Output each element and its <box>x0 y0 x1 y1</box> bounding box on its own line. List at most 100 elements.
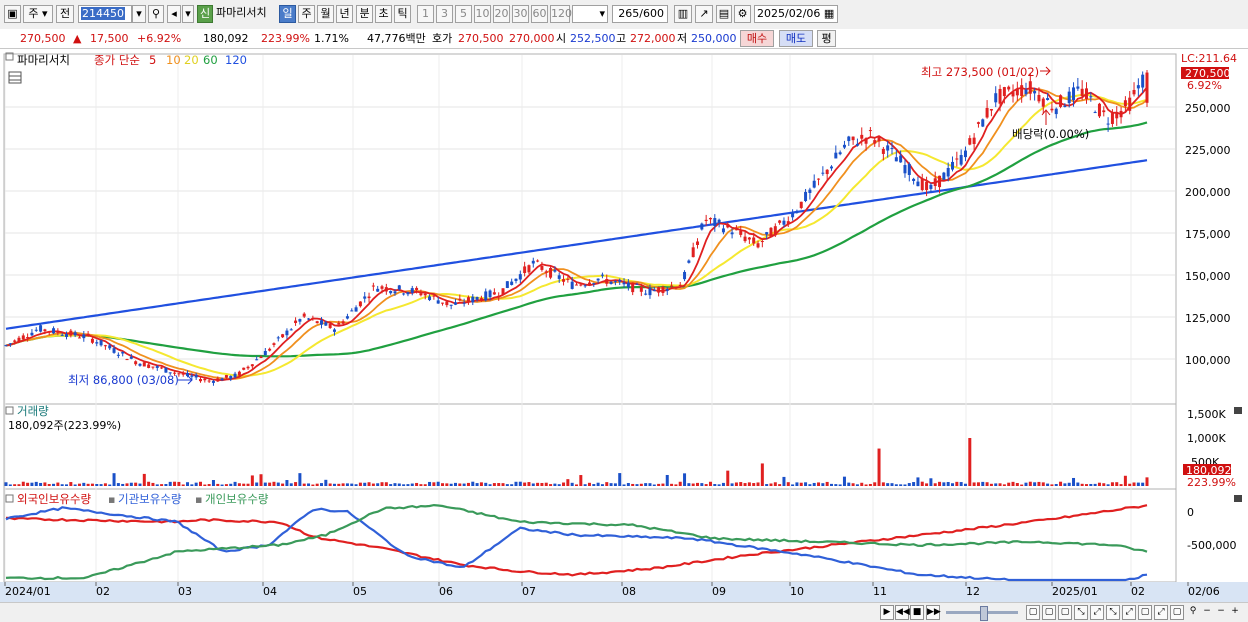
view-icon-2[interactable]: ▢ <box>1042 605 1056 620</box>
view-icon-3[interactable]: ▢ <box>1058 605 1072 620</box>
candle-body <box>704 219 708 222</box>
code-dropdown-icon[interactable]: ▾ <box>132 5 146 23</box>
candle-body <box>648 288 652 296</box>
candle-body <box>311 317 315 319</box>
speaker-icon[interactable]: ◂ <box>167 5 181 23</box>
volume-bar <box>220 484 224 486</box>
interval-3[interactable]: 3 <box>436 5 453 23</box>
view-icon-9[interactable]: ⤢ <box>1154 605 1168 620</box>
interval-10[interactable]: 10 <box>474 5 491 23</box>
date-picker[interactable]: 2025/02/06 ▦ <box>754 5 838 23</box>
open-price: 252,500 <box>570 32 616 45</box>
stop-icon[interactable]: ■ <box>910 605 924 620</box>
market-select[interactable]: 주 ▾ <box>23 5 53 23</box>
candle-body <box>976 122 980 124</box>
stock-code-input[interactable]: 214450 <box>78 5 132 23</box>
save-icon[interactable]: ▤ <box>716 5 732 23</box>
candle-body <box>436 300 440 304</box>
volume-bar <box>985 482 989 486</box>
sell-button[interactable]: 매도 <box>779 30 813 47</box>
interval-1[interactable]: 1 <box>417 5 434 23</box>
chart-table-icon[interactable] <box>8 71 22 84</box>
volume-bar <box>371 483 375 486</box>
volume-bar <box>657 483 661 486</box>
period-year[interactable]: 년 <box>336 5 353 23</box>
view-icon-7[interactable]: ⤢ <box>1122 605 1136 620</box>
volume-bar <box>829 483 833 486</box>
zoom-reset-icon[interactable]: − <box>1217 606 1225 616</box>
volume-bar <box>320 483 324 486</box>
candle-body <box>428 296 432 301</box>
interval-120[interactable]: 120 <box>550 5 572 23</box>
interval-30[interactable]: 30 <box>512 5 529 23</box>
view-icon-4[interactable]: ⤡ <box>1074 605 1088 620</box>
indicator-icon[interactable]: ↗ <box>695 5 713 23</box>
candle-body <box>760 241 764 243</box>
zoom-slider-handle[interactable] <box>980 606 988 621</box>
volume-bar <box>773 482 777 486</box>
period-month[interactable]: 월 <box>317 5 334 23</box>
interval-5[interactable]: 5 <box>455 5 472 23</box>
view-icon-5[interactable]: ⤢ <box>1090 605 1104 620</box>
speaker-dropdown-icon[interactable]: ▾ <box>182 5 194 23</box>
volume-bar <box>86 483 90 486</box>
zoom-in-icon[interactable]: + <box>1231 606 1239 616</box>
scroll-last-icon[interactable]: ▶▶ <box>926 605 941 620</box>
x-axis-label: 07 <box>522 585 536 598</box>
period-tick[interactable]: 틱 <box>394 5 411 23</box>
panel-collapse-icon[interactable] <box>5 52 14 61</box>
candle-body <box>367 296 371 299</box>
zoom-search-icon[interactable]: ⚲ <box>1189 606 1197 616</box>
candle-body <box>376 288 380 292</box>
volume-panel-close-icon[interactable] <box>1234 407 1242 414</box>
holding-panel-close-icon[interactable] <box>1234 495 1242 502</box>
prev-button[interactable]: 전 <box>56 5 74 23</box>
view-icon-1[interactable]: ▢ <box>1026 605 1040 620</box>
window-menu-icon[interactable]: ▣ <box>4 5 21 23</box>
period-minute[interactable]: 분 <box>356 5 373 23</box>
period-second[interactable]: 초 <box>375 5 392 23</box>
buy-button[interactable]: 매수 <box>740 30 774 47</box>
candle-body <box>384 287 388 292</box>
candle-body <box>981 119 985 127</box>
view-icon-10[interactable]: ▢ <box>1170 605 1184 620</box>
eval-button[interactable]: 평 <box>817 30 836 47</box>
volume-bar <box>112 473 116 486</box>
candle-body <box>21 335 25 340</box>
volume-bar <box>21 481 25 486</box>
volume-bar <box>428 481 432 486</box>
zoom-out-icon[interactable]: − <box>1203 606 1211 616</box>
volume-bar <box>462 483 466 486</box>
volume-bar <box>514 481 518 486</box>
interval-20[interactable]: 20 <box>493 5 510 23</box>
period-day[interactable]: 일 <box>279 5 296 23</box>
candle-type-icon[interactable]: ▥ <box>674 5 692 23</box>
scroll-right-icon[interactable]: ▶ <box>880 605 894 620</box>
volume-collapse-icon[interactable] <box>5 406 14 415</box>
candle-body <box>1015 88 1019 96</box>
custom-interval-select[interactable]: ▾ <box>572 5 608 23</box>
candle-body <box>198 379 202 382</box>
scroll-first-icon[interactable]: ◀◀ <box>895 605 910 620</box>
interval-60[interactable]: 60 <box>531 5 548 23</box>
volume-bar <box>99 484 103 486</box>
volume-bar <box>881 482 885 486</box>
candle-body <box>255 359 259 361</box>
volume-bar <box>1033 482 1037 486</box>
calendar-icon[interactable]: ▦ <box>823 7 835 20</box>
gear-icon[interactable]: ⚙ <box>734 5 751 23</box>
view-icon-8[interactable]: ▢ <box>1138 605 1152 620</box>
date-value: 2025/02/06 <box>757 7 821 20</box>
volume-last-pct: 223.99% <box>1187 476 1236 489</box>
low-annotation: 최저 86,800 (03/08) <box>68 373 179 387</box>
x-axis-label: 04 <box>263 585 277 598</box>
period-week[interactable]: 주 <box>298 5 315 23</box>
search-icon[interactable]: ⚲ <box>148 5 164 23</box>
holding-collapse-icon[interactable] <box>5 494 14 503</box>
chart-area[interactable]: 파마리서치 종가 단순 5 10 20 60 120 LC:211.64 270… <box>0 49 1248 602</box>
count-input[interactable]: 265/600 <box>612 5 668 23</box>
volume-bar <box>708 481 712 486</box>
volume-bar <box>103 483 107 486</box>
candle-body <box>164 367 168 373</box>
view-icon-6[interactable]: ⤡ <box>1106 605 1120 620</box>
